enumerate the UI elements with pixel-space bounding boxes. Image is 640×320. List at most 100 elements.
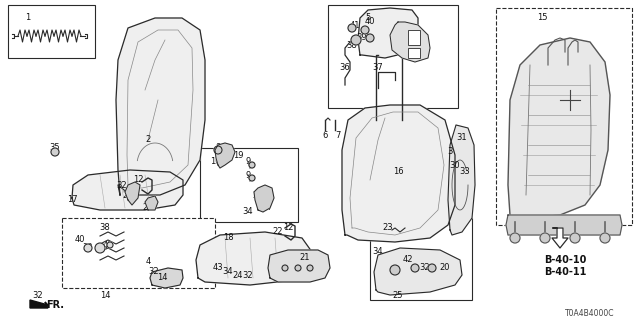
Polygon shape xyxy=(268,250,330,282)
Circle shape xyxy=(51,148,59,156)
Circle shape xyxy=(366,34,374,42)
Circle shape xyxy=(411,264,419,272)
Text: 35: 35 xyxy=(50,143,60,153)
Text: 22: 22 xyxy=(273,228,284,236)
Polygon shape xyxy=(506,215,622,235)
Text: 28: 28 xyxy=(253,190,263,199)
Text: 18: 18 xyxy=(223,234,234,243)
Text: 38: 38 xyxy=(347,41,357,50)
Bar xyxy=(328,5,458,108)
Text: 21: 21 xyxy=(300,253,310,262)
Text: 41: 41 xyxy=(103,241,113,250)
Bar xyxy=(370,218,472,300)
Text: 8: 8 xyxy=(215,143,221,153)
Circle shape xyxy=(282,265,288,271)
Text: 33: 33 xyxy=(460,167,470,177)
Polygon shape xyxy=(448,125,475,235)
Bar xyxy=(8,5,95,58)
Text: 30: 30 xyxy=(450,161,460,170)
Circle shape xyxy=(95,243,105,253)
Circle shape xyxy=(107,242,113,248)
Text: 38: 38 xyxy=(100,223,110,233)
Text: 12: 12 xyxy=(132,175,143,185)
Circle shape xyxy=(600,233,610,243)
Polygon shape xyxy=(508,38,610,218)
Polygon shape xyxy=(358,8,418,58)
Circle shape xyxy=(307,265,313,271)
Text: 32: 32 xyxy=(33,291,44,300)
Text: 16: 16 xyxy=(393,167,403,177)
Text: 34: 34 xyxy=(243,207,253,217)
Circle shape xyxy=(84,244,92,252)
Text: T0A4B4000C: T0A4B4000C xyxy=(565,308,615,317)
Text: 39: 39 xyxy=(356,34,367,43)
Text: 14: 14 xyxy=(157,274,167,283)
Text: 10: 10 xyxy=(210,157,220,166)
Text: 14: 14 xyxy=(100,291,110,300)
Text: 20: 20 xyxy=(440,263,451,273)
Text: 6: 6 xyxy=(323,131,328,140)
Text: 1: 1 xyxy=(26,13,31,22)
Text: 32: 32 xyxy=(116,181,127,190)
Circle shape xyxy=(570,233,580,243)
Text: 40: 40 xyxy=(365,18,375,27)
Text: 24: 24 xyxy=(233,270,243,279)
Bar xyxy=(408,48,420,58)
Text: FR.: FR. xyxy=(46,300,64,310)
Text: 37: 37 xyxy=(372,63,383,73)
Text: 25: 25 xyxy=(393,291,403,300)
Text: 9: 9 xyxy=(245,157,251,166)
Text: 41: 41 xyxy=(349,20,360,29)
Text: 17: 17 xyxy=(67,196,77,204)
Text: 34: 34 xyxy=(223,268,234,276)
Polygon shape xyxy=(390,22,430,62)
Text: 2: 2 xyxy=(145,135,150,145)
Circle shape xyxy=(390,265,400,275)
Polygon shape xyxy=(374,248,462,295)
Polygon shape xyxy=(116,18,205,195)
Circle shape xyxy=(510,233,520,243)
Text: 27: 27 xyxy=(262,204,273,212)
Text: 19: 19 xyxy=(233,150,243,159)
Text: 31: 31 xyxy=(457,133,467,142)
Text: 43: 43 xyxy=(212,263,223,273)
Text: 42: 42 xyxy=(403,255,413,265)
Bar xyxy=(496,8,632,225)
Text: 39: 39 xyxy=(83,244,93,252)
Polygon shape xyxy=(552,228,568,248)
Text: 3: 3 xyxy=(447,148,452,156)
Text: 36: 36 xyxy=(340,63,350,73)
Text: 26: 26 xyxy=(143,204,154,212)
Circle shape xyxy=(249,175,255,181)
Bar xyxy=(200,148,298,222)
Circle shape xyxy=(428,264,436,272)
Text: 32: 32 xyxy=(148,268,159,276)
Text: 13: 13 xyxy=(223,148,234,156)
Polygon shape xyxy=(125,182,140,205)
Polygon shape xyxy=(215,143,235,168)
Circle shape xyxy=(214,146,222,154)
Polygon shape xyxy=(342,105,455,242)
Text: 23: 23 xyxy=(383,223,394,233)
Text: 34: 34 xyxy=(372,247,383,257)
Text: 15: 15 xyxy=(537,13,547,22)
Polygon shape xyxy=(196,232,312,285)
Text: B-40-11: B-40-11 xyxy=(544,267,586,277)
Text: 32: 32 xyxy=(420,263,430,273)
Bar xyxy=(62,218,215,288)
Text: 5: 5 xyxy=(365,13,371,22)
Circle shape xyxy=(361,26,369,34)
Text: 12: 12 xyxy=(283,223,293,233)
Text: 29: 29 xyxy=(123,191,133,201)
Text: B-40-10: B-40-10 xyxy=(544,255,586,265)
Circle shape xyxy=(351,35,361,45)
Text: 9: 9 xyxy=(245,171,251,180)
Polygon shape xyxy=(150,268,183,288)
Text: 4: 4 xyxy=(145,258,150,267)
Text: 7: 7 xyxy=(335,131,340,140)
Bar xyxy=(408,30,420,45)
Polygon shape xyxy=(145,196,158,210)
Text: 11: 11 xyxy=(220,154,230,163)
Circle shape xyxy=(295,265,301,271)
Ellipse shape xyxy=(235,154,251,162)
